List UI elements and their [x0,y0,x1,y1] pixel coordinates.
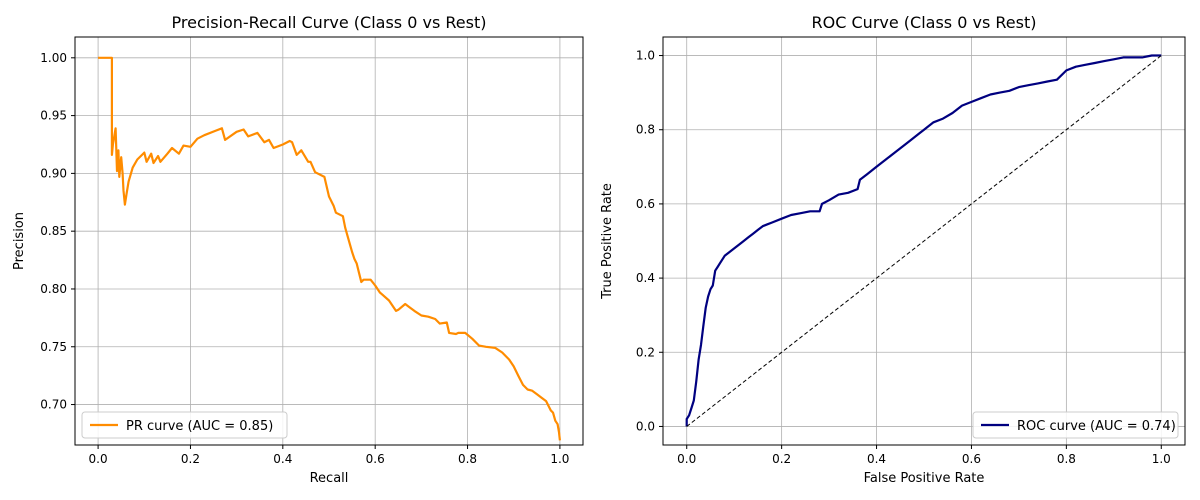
diagonal-reference-line [686,55,1162,427]
x-axis-label: Recall [310,471,349,486]
y-tick-label-5: 1.0 [636,49,655,63]
x-axis-label: False Positive Rate [864,471,985,486]
x-tick-label-3: 0.6 [962,452,981,466]
x-tick-label-2: 0.4 [273,452,292,466]
x-tick-label-0: 0.0 [677,452,696,466]
x-tick-label-1: 0.2 [772,452,791,466]
y-axis-label: Precision [12,212,27,270]
chart-title: Precision-Recall Curve (Class 0 vs Rest) [172,13,487,32]
x-tick-label-4: 0.8 [458,452,477,466]
legend-box [972,411,1179,439]
y-axis-label: True Positive Rate [600,183,615,300]
y-tick-label-2: 0.4 [636,271,655,285]
x-tick-label-0: 0.0 [89,452,108,466]
plot-frame [74,36,584,446]
x-tick-label-1: 0.2 [181,452,200,466]
y-tick-label-3: 0.6 [636,197,655,211]
chart-panel-1: 0.0 0.2 0.4 0.6 0.8 1.0 0.0 0.2 0.4 0.6 0.8 1.0 ROC … [600,13,1186,486]
legend-box [81,411,288,439]
series-line-0 [685,54,1162,427]
x-tick-label-3: 0.6 [366,452,385,466]
y-tick-label-4: 0.8 [636,123,655,137]
y-tick-label-5: 0.95 [40,109,67,123]
chart-panel-0: 0.0 0.2 0.4 0.6 0.8 1.0 0.70 0.75 0.80 0.85 0.90 0.… [12,13,584,486]
x-tick-label-5: 1.0 [550,452,569,466]
x-tick-label-2: 0.4 [867,452,886,466]
legend: ROC curve (AUC = 0.74) [972,411,1179,439]
y-tick-label-6: 1.00 [40,51,67,65]
y-tick-label-0: 0.70 [40,398,67,412]
x-tick-label-4: 0.8 [1057,452,1076,466]
y-tick-label-0: 0.0 [636,419,655,433]
x-tick-label-5: 1.0 [1152,452,1171,466]
y-tick-label-2: 0.80 [40,282,67,296]
plot-frame [662,36,1186,446]
chart-title: ROC Curve (Class 0 vs Rest) [812,13,1037,32]
legend: PR curve (AUC = 0.85) [81,411,288,439]
series-line-0 [98,56,561,441]
y-tick-label-1: 0.2 [636,345,655,359]
y-tick-label-4: 0.90 [40,166,67,180]
y-tick-label-3: 0.85 [40,224,67,238]
y-tick-label-1: 0.75 [40,340,67,354]
legend-label: PR curve (AUC = 0.85) [126,419,273,434]
legend-label: ROC curve (AUC = 0.74) [1017,419,1176,434]
